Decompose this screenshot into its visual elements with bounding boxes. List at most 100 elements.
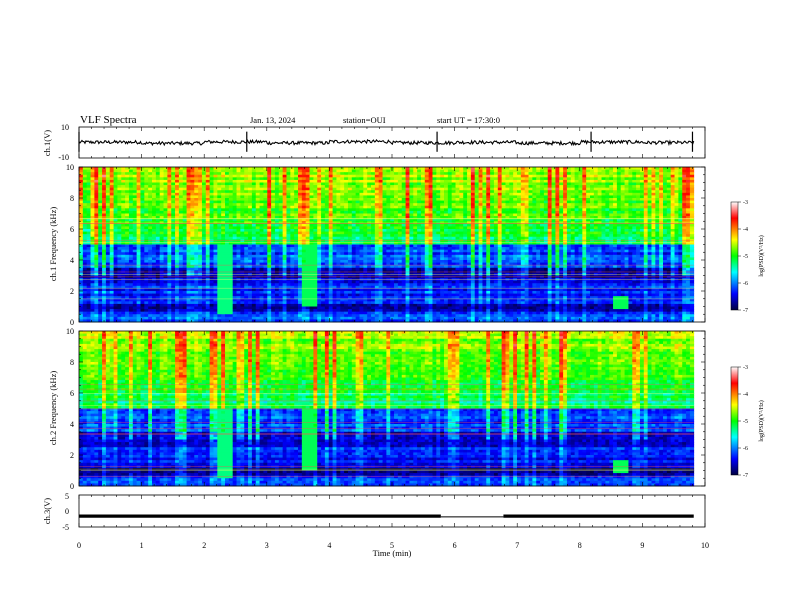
spectrogram-cell xyxy=(309,205,314,209)
spectrogram-cell xyxy=(305,174,310,178)
spectrogram-cell xyxy=(394,195,399,199)
spectrogram-cell xyxy=(190,167,195,170)
spectrogram-cell xyxy=(144,203,149,207)
spectrogram-cell xyxy=(686,179,691,183)
spectrogram-cell xyxy=(616,239,622,243)
spectrogram-cell xyxy=(467,200,472,204)
spectrogram-cell xyxy=(321,200,326,204)
spectrogram-cell xyxy=(94,185,99,189)
spectrogram-cell xyxy=(148,172,153,176)
spectrogram-cell xyxy=(347,174,353,178)
spectrogram-cell xyxy=(501,177,506,181)
spectrogram-cell xyxy=(590,177,595,181)
spectrogram-cell xyxy=(651,169,656,173)
spectrogram-cell xyxy=(547,167,552,170)
spectrogram-cell xyxy=(451,167,456,170)
spectrogram-cell xyxy=(155,198,161,201)
spectrogram-cell xyxy=(278,185,284,189)
spectrogram-cell xyxy=(367,213,372,217)
spectrogram-cell xyxy=(363,229,368,232)
spectrogram-cell xyxy=(163,174,168,178)
spectrogram-cell xyxy=(643,195,649,199)
spectrogram-cell xyxy=(371,187,376,191)
spectrogram-cell xyxy=(236,172,241,176)
spectrogram-cell xyxy=(447,200,453,204)
spectrogram-cell xyxy=(201,231,207,235)
spectrogram-cell xyxy=(282,218,287,222)
spectrogram-cell xyxy=(497,179,503,183)
spectrogram-cell xyxy=(424,177,430,181)
spectrogram-cell xyxy=(290,174,295,178)
spectrogram-cell xyxy=(332,203,337,207)
spectrogram-cell xyxy=(643,192,649,196)
spectrogram-cell xyxy=(163,167,168,170)
spectrogram-cell xyxy=(290,226,295,230)
spectrogram-cell xyxy=(332,169,337,173)
spectrogram-cell xyxy=(682,236,687,240)
spectrogram-cell xyxy=(359,190,364,194)
spectrogram-cell xyxy=(447,203,453,207)
spectrogram-cell xyxy=(317,234,322,238)
spectrogram-cell xyxy=(463,167,468,170)
spectrogram-cell xyxy=(543,177,549,181)
spectrogram-cell xyxy=(436,205,441,209)
spectrogram-cell xyxy=(232,185,237,189)
spectrogram-cell xyxy=(347,203,353,207)
spectrogram-cell xyxy=(647,187,652,191)
spectrogram-cell xyxy=(213,179,218,183)
spectrogram-cell xyxy=(167,236,172,240)
spectrogram-cell xyxy=(478,231,483,235)
spectrogram-cell xyxy=(424,172,430,176)
spectrogram-cell xyxy=(332,174,337,178)
spectrogram-cell xyxy=(194,239,199,243)
spectrogram-cell xyxy=(267,167,272,170)
spectrogram-cell xyxy=(424,241,430,245)
spectrogram-cell xyxy=(251,216,257,220)
spectrogram-cell xyxy=(228,229,234,232)
spectrogram-cell xyxy=(313,236,318,240)
spectrogram-cell xyxy=(501,205,506,209)
spectrogram-cell xyxy=(528,218,533,222)
spectrogram-cell xyxy=(374,234,380,238)
spectrogram-cell xyxy=(198,195,203,199)
spectrogram-cell xyxy=(186,229,191,232)
spectrogram-cell xyxy=(413,179,418,183)
spectrogram-cell xyxy=(324,218,330,222)
spectrogram-cell xyxy=(294,229,299,232)
spectrogram-cell xyxy=(298,203,303,207)
spectrogram-cell xyxy=(244,234,249,238)
spectrogram-cell xyxy=(397,169,403,173)
spectrogram-cell xyxy=(605,190,610,194)
spectrogram-cell xyxy=(540,195,545,199)
spectrogram-cell xyxy=(563,236,568,240)
spectrogram-cell xyxy=(190,198,195,201)
spectrogram-cell xyxy=(140,234,145,238)
spectrogram-cell xyxy=(267,244,272,248)
spectrogram-cell xyxy=(294,192,299,196)
spectrogram-cell xyxy=(467,218,472,222)
spectrogram-cell xyxy=(574,213,579,217)
spectrogram-cell xyxy=(624,167,629,170)
spectrogram-cell xyxy=(655,218,660,222)
spectrogram-cell xyxy=(624,223,629,227)
spectrogram-cell xyxy=(274,241,280,245)
spectrogram-cell xyxy=(163,223,168,227)
spectrogram-cell xyxy=(440,177,445,181)
spectrogram-cell xyxy=(286,208,291,212)
spectrogram-cell xyxy=(455,174,460,178)
spectrogram-cell xyxy=(82,244,88,248)
spectrogram-cell xyxy=(136,234,141,238)
spectrogram-cell xyxy=(428,241,433,245)
spectrogram-cell xyxy=(301,241,307,245)
spectrogram-cell xyxy=(616,185,622,189)
header-date: Jan. 13, 2024 xyxy=(250,115,296,125)
spectrogram-cell xyxy=(520,234,526,238)
spectrogram-cell xyxy=(105,229,111,232)
spectrogram-cell xyxy=(305,239,310,243)
spectrogram-cell xyxy=(113,231,118,235)
spectrogram-cell xyxy=(305,226,310,230)
spectrogram-cell xyxy=(305,198,310,201)
spectrogram-cell xyxy=(236,198,241,201)
spectrogram-cell xyxy=(167,213,172,217)
spectrogram-cell xyxy=(444,239,449,243)
